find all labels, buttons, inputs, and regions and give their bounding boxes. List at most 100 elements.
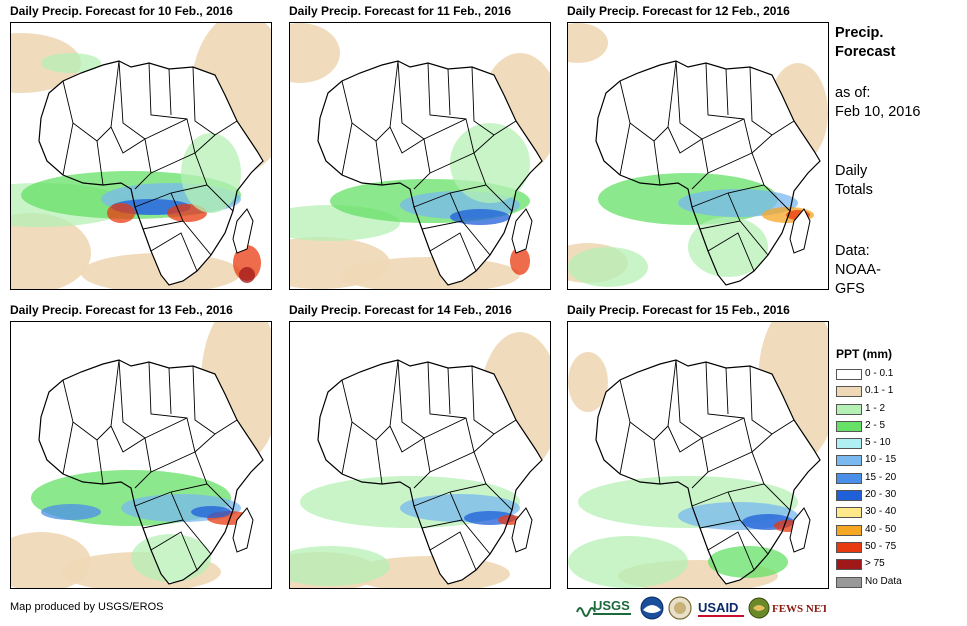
panel-title: Daily Precip. Forecast for 14 Feb., 2016 xyxy=(289,303,512,317)
rain-area xyxy=(568,536,688,588)
rain-area xyxy=(450,123,530,203)
light-rain-area xyxy=(290,23,340,83)
usaid-logo: USAID xyxy=(698,600,744,617)
country-border xyxy=(96,140,104,186)
country-border xyxy=(429,451,513,511)
country-border xyxy=(96,439,104,485)
country-border xyxy=(397,359,425,439)
country-border xyxy=(705,361,745,419)
rain-area xyxy=(239,267,255,283)
legend-label: 30 - 40 xyxy=(865,506,897,518)
map-panel-6: Daily Precip. Forecast for 15 Feb., 2016 xyxy=(567,303,829,593)
country-border xyxy=(727,491,741,521)
country-border xyxy=(705,62,745,120)
seal-logo xyxy=(668,596,692,620)
rain-area xyxy=(191,506,231,518)
country-border xyxy=(619,122,631,176)
legend-label: 15 - 20 xyxy=(865,471,897,483)
africa-map xyxy=(568,322,828,588)
legend-swatch xyxy=(836,386,862,398)
precip-map xyxy=(567,22,829,290)
country-border xyxy=(619,421,631,475)
country-border xyxy=(725,367,729,415)
noaa-logo xyxy=(640,596,664,620)
rain-area xyxy=(290,546,390,586)
country-border xyxy=(449,491,463,521)
legend-title: PPT (mm) xyxy=(836,347,893,361)
country-border xyxy=(429,232,477,272)
legend-swatch xyxy=(836,541,862,553)
country-border xyxy=(150,531,198,571)
country-border xyxy=(653,140,661,186)
madagascar xyxy=(789,208,811,254)
precip-map xyxy=(289,321,551,589)
country-border xyxy=(749,365,773,435)
rain-area xyxy=(568,247,648,287)
country-border xyxy=(727,192,741,222)
legend-label: 0 - 0.1 xyxy=(865,368,894,379)
country-border xyxy=(150,152,234,212)
panel-title: Daily Precip. Forecast for 11 Feb., 2016 xyxy=(289,4,512,18)
country-border xyxy=(170,192,184,222)
light-rain-area xyxy=(568,23,608,63)
africa-map xyxy=(290,23,550,289)
country-border xyxy=(148,361,188,419)
legend-swatch xyxy=(836,490,862,502)
panel-title: Daily Precip. Forecast for 13 Feb., 2016 xyxy=(10,303,233,317)
legend-swatch xyxy=(836,559,862,571)
country-border xyxy=(447,68,451,116)
country-border xyxy=(429,152,513,212)
precip-map xyxy=(10,22,272,290)
madagascar xyxy=(511,208,533,254)
country-border xyxy=(118,60,146,140)
country-border xyxy=(749,66,773,136)
country-border xyxy=(675,359,703,439)
country-border xyxy=(707,232,755,272)
country-border xyxy=(375,140,383,186)
legend-swatch xyxy=(836,576,862,588)
legend-swatch xyxy=(836,420,862,432)
data-source: Data: NOAA- GFS xyxy=(835,242,881,299)
country-border xyxy=(168,367,172,415)
map-panel-4: Daily Precip. Forecast for 13 Feb., 2016 xyxy=(10,303,272,593)
legend-swatch xyxy=(836,438,862,450)
title-line-1: Precip. xyxy=(835,25,884,41)
country-border xyxy=(471,66,495,136)
country-border xyxy=(150,451,234,511)
country-border xyxy=(427,62,467,120)
light-rain-area xyxy=(568,352,608,412)
map-panel-3: Daily Precip. Forecast for 12 Feb., 2016 xyxy=(567,4,829,294)
precip-map xyxy=(289,22,551,290)
legend-label: 5 - 10 xyxy=(865,437,891,449)
as-of-date: as of: Feb 10, 2016 xyxy=(835,84,920,122)
legend-label: 1 - 2 xyxy=(865,402,886,414)
asof-value: Feb 10, 2016 xyxy=(835,104,921,120)
country-border xyxy=(148,62,188,120)
data-line-1: Data: xyxy=(835,243,870,259)
madagascar xyxy=(511,507,533,553)
legend-label: > 75 xyxy=(865,558,885,570)
rain-area xyxy=(41,53,101,73)
country-border xyxy=(397,60,425,140)
africa-map xyxy=(11,23,271,289)
asof-label: as of: xyxy=(835,85,871,101)
country-border xyxy=(707,451,791,511)
legend-swatch xyxy=(836,472,862,484)
precip-map xyxy=(10,321,272,589)
title-line-2: Forecast xyxy=(835,44,896,60)
country-border xyxy=(429,531,477,571)
country-border xyxy=(707,531,755,571)
panel-title: Daily Precip. Forecast for 10 Feb., 2016 xyxy=(10,4,233,18)
rain-area xyxy=(450,209,510,225)
legend-label: 10 - 15 xyxy=(865,454,897,466)
rain-area xyxy=(167,204,207,222)
country-border xyxy=(725,68,729,116)
legend-swatch xyxy=(836,455,862,467)
country-border xyxy=(192,66,216,136)
country-border xyxy=(341,122,353,176)
legend-swatch xyxy=(836,403,862,415)
country-border xyxy=(62,421,74,475)
rain-area xyxy=(181,133,241,213)
country-border xyxy=(341,421,353,475)
country-border xyxy=(707,152,791,212)
